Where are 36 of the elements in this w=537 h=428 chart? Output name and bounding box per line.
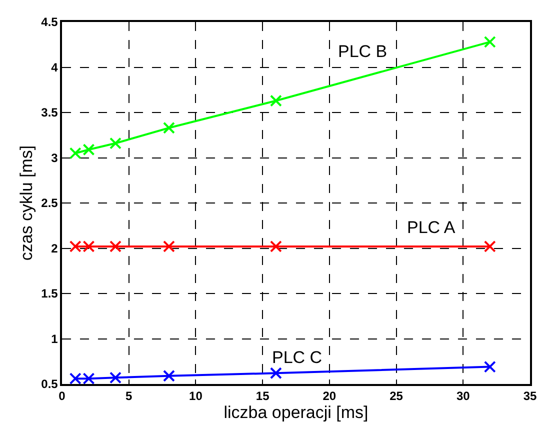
point [484,240,496,252]
point [484,360,496,373]
point [484,36,496,48]
point [162,240,175,252]
y-axis-title: czas cyklu [ms] [17,145,36,261]
x-tick-label: 20 [322,389,336,404]
series-label: PLC B [338,42,388,61]
series-label: PLC A [407,218,456,237]
point [109,240,122,252]
x-tick-label: 25 [390,389,404,404]
point [109,372,122,384]
y-tick-label: 1.5 [41,286,58,301]
series-label: PLC C [272,348,322,367]
point [69,147,82,160]
y-tick-label: 1 [51,332,58,346]
y-tick-label: 3.5 [41,106,58,120]
point [270,240,282,252]
y-tick-label: 2.5 [41,196,58,210]
x-tick-label: 35 [523,389,537,404]
y-tick-label: 3 [51,150,58,165]
y-tick-label: 0.5 [41,377,58,392]
point [82,144,95,156]
point [109,137,122,150]
y-tick-label: 2 [51,241,58,256]
x-tick-label: 15 [256,389,270,404]
x-axis-title: liczba operacji [ms] [224,403,368,422]
point [270,367,282,380]
x-tick-label: 0 [58,389,66,404]
point [162,370,175,382]
x-tick-label: 5 [126,389,133,404]
x-tick-label: 10 [189,389,203,404]
y-tick-label: 4 [51,60,58,74]
y-tick-label: 4.5 [41,15,58,30]
x-tick-label: 30 [456,389,470,404]
point [270,94,282,107]
point [162,122,175,134]
